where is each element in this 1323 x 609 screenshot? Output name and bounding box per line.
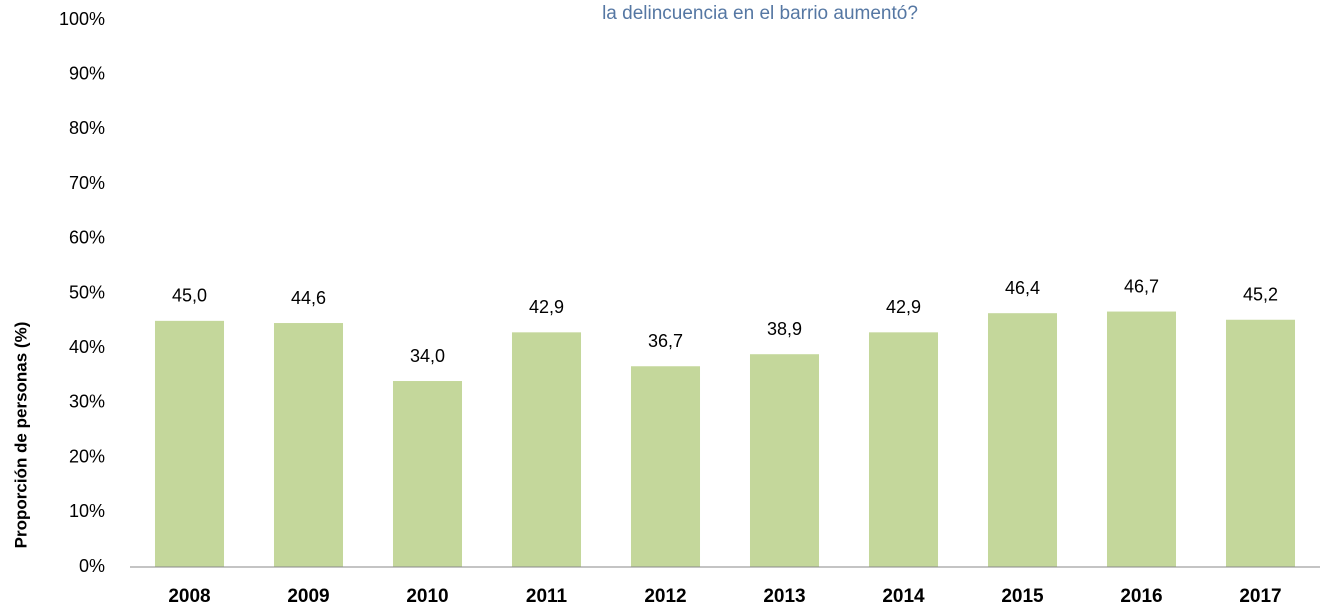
- bar: [987, 313, 1058, 567]
- data-label: 34,0: [410, 346, 445, 366]
- y-tick-label: 70%: [69, 173, 105, 193]
- data-label: 45,2: [1243, 285, 1278, 305]
- y-tick-label: 60%: [69, 228, 105, 248]
- bar: [273, 323, 344, 567]
- y-axis-title: Proporción de personas (%): [11, 322, 30, 549]
- y-tick-label: 50%: [69, 282, 105, 302]
- chart-title: la delincuencia en el barrio aumentó?: [602, 3, 918, 24]
- x-tick-label: 2016: [1120, 586, 1162, 607]
- x-tick-label: 2017: [1239, 586, 1281, 607]
- bar: [511, 332, 582, 567]
- data-label: 45,0: [172, 286, 207, 306]
- data-label: 42,9: [529, 297, 564, 317]
- data-label: 44,6: [291, 288, 326, 308]
- data-label: 38,9: [767, 319, 802, 339]
- bar: [630, 366, 701, 567]
- y-tick-label: 80%: [69, 118, 105, 138]
- y-tick-label: 20%: [69, 446, 105, 466]
- data-label: 46,4: [1005, 278, 1040, 298]
- y-tick-label: 0%: [79, 556, 105, 576]
- x-tick-label: 2008: [168, 586, 210, 607]
- bar: [392, 381, 463, 567]
- y-tick-label: 30%: [69, 392, 105, 412]
- bar: [868, 332, 939, 567]
- x-tick-label: 2015: [1001, 586, 1044, 607]
- y-tick-label: 100%: [59, 9, 105, 29]
- data-label: 42,9: [886, 297, 921, 317]
- y-tick-label: 40%: [69, 337, 105, 357]
- bar: [749, 354, 820, 567]
- bar: [1106, 311, 1177, 567]
- x-tick-label: 2014: [882, 586, 925, 607]
- bar: [154, 320, 225, 567]
- data-label: 36,7: [648, 331, 683, 351]
- x-tick-label: 2009: [287, 586, 329, 607]
- x-tick-label: 2013: [763, 586, 805, 607]
- x-tick-label: 2011: [526, 586, 568, 607]
- x-tick-label: 2012: [644, 586, 686, 607]
- bar: [1225, 319, 1296, 567]
- x-tick-label: 2010: [406, 586, 448, 607]
- y-tick-label: 10%: [69, 501, 105, 521]
- data-label: 46,7: [1124, 276, 1159, 296]
- y-tick-label: 90%: [69, 63, 105, 83]
